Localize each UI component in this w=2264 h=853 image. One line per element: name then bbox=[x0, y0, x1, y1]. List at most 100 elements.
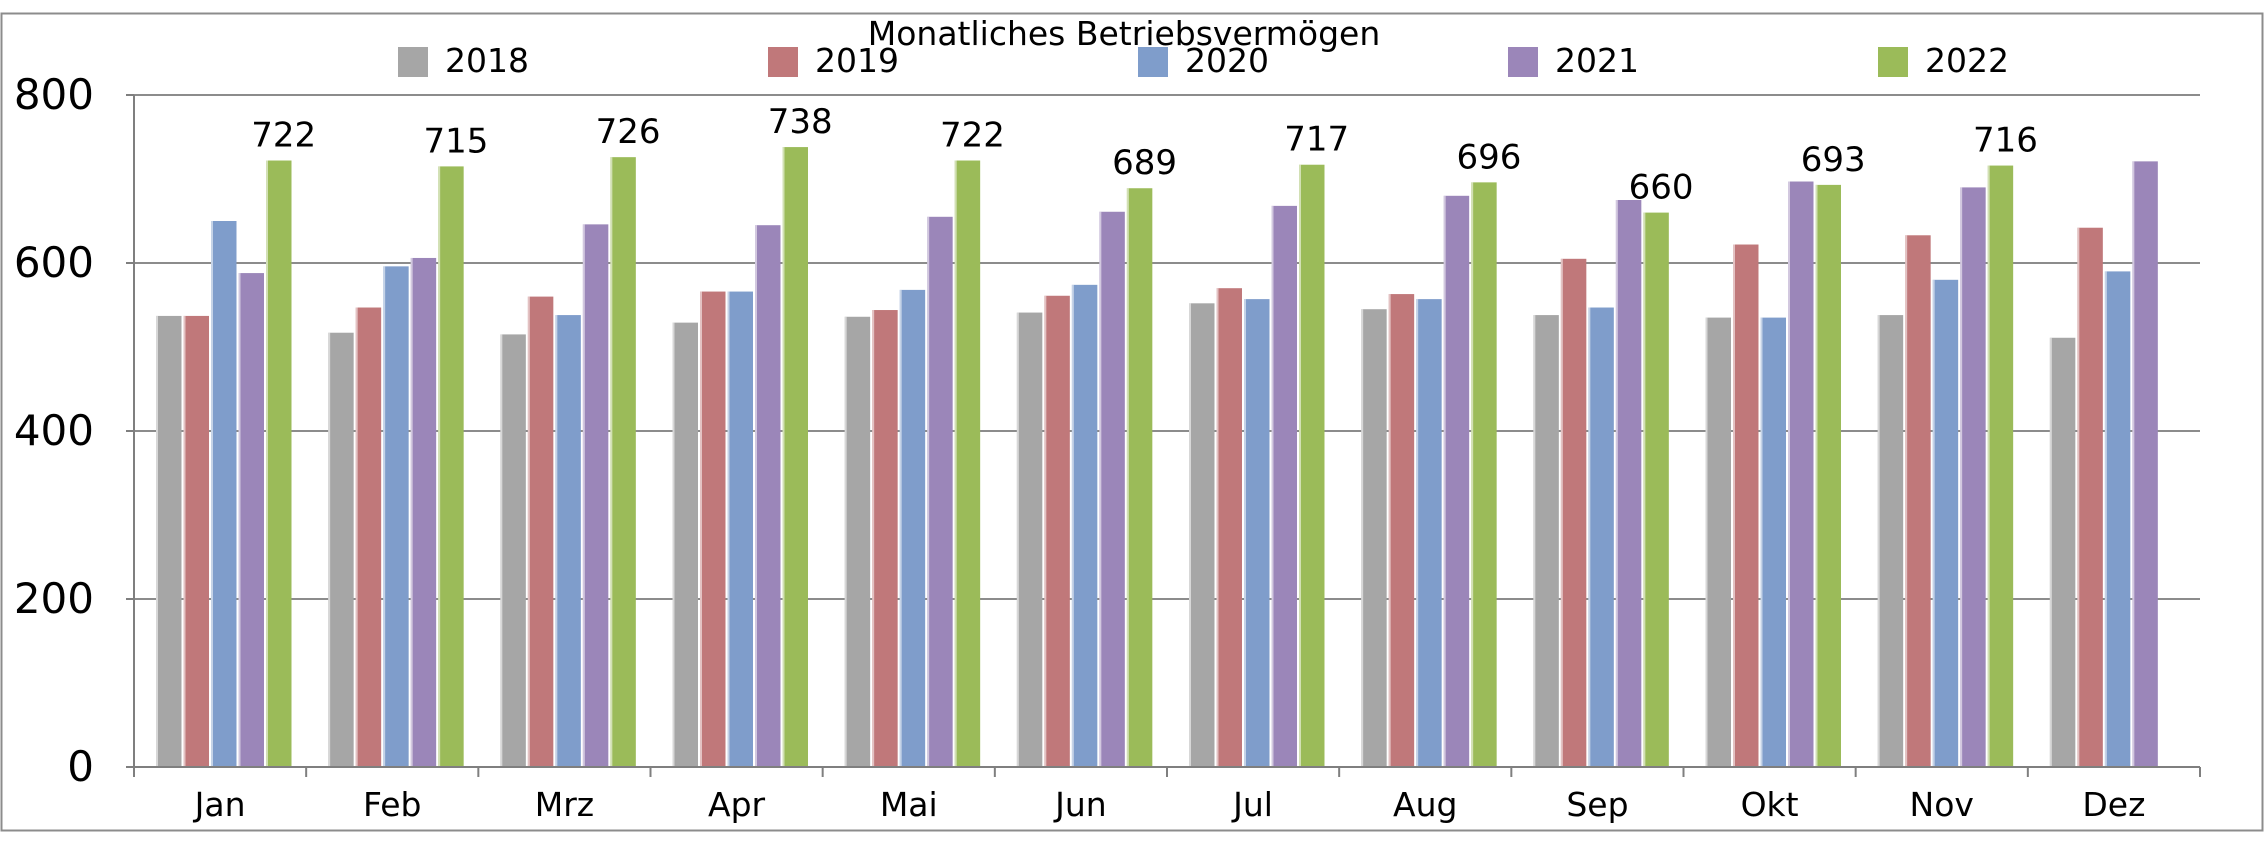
bar-highlight bbox=[782, 147, 785, 767]
bar-highlight bbox=[1960, 187, 1963, 767]
bar-2022-Sep bbox=[1643, 212, 1669, 768]
bar-highlight bbox=[238, 273, 241, 767]
bar-highlight bbox=[1016, 312, 1019, 767]
bar-highlight bbox=[1216, 288, 1219, 767]
bar-2018-Jul bbox=[1189, 303, 1215, 767]
bars bbox=[156, 147, 2158, 768]
legend-label-2019: 2019 bbox=[815, 41, 899, 80]
bar-highlight bbox=[500, 334, 503, 767]
bar-highlight bbox=[1443, 195, 1446, 768]
bar-highlight bbox=[156, 315, 158, 767]
bar-highlight bbox=[1189, 303, 1191, 767]
bar-2021-Jun bbox=[1099, 211, 1125, 767]
legend-swatch-2021 bbox=[1508, 47, 1538, 77]
legend-label-2021: 2021 bbox=[1555, 41, 1639, 80]
legend: 2018 2019 2020 2021 2022 bbox=[398, 41, 2009, 80]
data-label-Jun: 689 bbox=[1112, 143, 1177, 183]
bar-highlight bbox=[2049, 337, 2052, 767]
bar-highlight bbox=[2077, 227, 2080, 768]
bar-2018-Mai bbox=[844, 316, 871, 767]
bar-highlight bbox=[1643, 212, 1646, 768]
x-tick-label: Feb bbox=[363, 785, 421, 824]
x-tick-label: Jun bbox=[1053, 785, 1107, 824]
legend-label-2020: 2020 bbox=[1185, 41, 1269, 80]
bar-2021-Nov bbox=[1960, 187, 1986, 767]
bar-2020-Nov bbox=[1932, 279, 1959, 767]
bar-2019-Aug bbox=[1388, 294, 1415, 767]
bar-highlight bbox=[410, 257, 413, 767]
bar-highlight bbox=[872, 310, 875, 767]
bar-highlight bbox=[672, 322, 675, 767]
bar-2021-Mai bbox=[927, 216, 953, 768]
bar-2022-Okt bbox=[1815, 184, 1841, 767]
bar-highlight bbox=[355, 307, 358, 767]
bar-2021-Okt bbox=[1788, 181, 1814, 767]
bar-2018-Okt bbox=[1705, 317, 1731, 767]
bar-2018-Jan bbox=[156, 315, 182, 767]
bar-highlight bbox=[1705, 317, 1708, 767]
x-tick-label: Apr bbox=[708, 785, 766, 824]
x-tick-label: Sep bbox=[1566, 785, 1628, 824]
bar-highlight bbox=[727, 291, 730, 767]
legend-swatch-2020 bbox=[1138, 47, 1168, 77]
x-tick-label: Mrz bbox=[535, 785, 594, 824]
bar-highlight bbox=[1044, 295, 1047, 767]
bar-2022-Jul bbox=[1299, 164, 1325, 768]
bar-2020-Okt bbox=[1760, 317, 1786, 767]
bar-2020-Jul bbox=[1244, 299, 1270, 767]
bar-2022-Mrz bbox=[610, 157, 636, 767]
bar-2020-Jan bbox=[211, 221, 237, 767]
bar-2019-Jul bbox=[1216, 288, 1242, 767]
bar-2020-Feb bbox=[383, 266, 409, 767]
bar-highlight bbox=[527, 296, 530, 767]
bar-2018-Mrz bbox=[500, 334, 526, 767]
bar-2021-Jul bbox=[1271, 205, 1297, 767]
x-tick-label: Jul bbox=[1231, 785, 1273, 824]
bar-highlight bbox=[1560, 258, 1563, 767]
data-label-Jan: 722 bbox=[251, 116, 316, 156]
axes: 0 200 400 600 800 Jan Feb Mrz Apr Mai Jun Jul Aug Sep… bbox=[14, 70, 2201, 824]
data-label-Apr: 738 bbox=[768, 102, 833, 142]
bar-highlight bbox=[1615, 200, 1618, 767]
bar-2021-Apr bbox=[755, 225, 781, 767]
bar-highlight bbox=[700, 291, 702, 767]
y-tick-label: 400 bbox=[14, 406, 94, 455]
bar-2020-Aug bbox=[1416, 299, 1442, 767]
bar-highlight bbox=[1388, 294, 1391, 767]
data-label-Feb: 715 bbox=[423, 121, 488, 161]
bar-2022-Apr bbox=[782, 147, 808, 767]
x-tick-label: Aug bbox=[1393, 785, 1457, 824]
bar-highlight bbox=[1099, 211, 1102, 767]
y-tick-label: 600 bbox=[14, 238, 94, 287]
bar-highlight bbox=[755, 225, 757, 767]
bar-2019-Jan bbox=[183, 315, 209, 767]
bar-2019-Dez bbox=[2077, 227, 2103, 768]
data-label-Okt: 693 bbox=[1801, 140, 1866, 180]
bar-highlight bbox=[438, 166, 441, 767]
bar-highlight bbox=[555, 315, 558, 767]
bar-2018-Apr bbox=[672, 322, 698, 767]
chart-title: Monatliches Betriebsvermögen bbox=[868, 14, 1381, 53]
bar-highlight bbox=[183, 315, 186, 767]
legend-label-2018: 2018 bbox=[445, 41, 529, 80]
bar-highlight bbox=[383, 266, 386, 767]
bar-highlight bbox=[1361, 309, 1364, 767]
bar-2018-Aug bbox=[1361, 309, 1387, 767]
bar-highlight bbox=[1071, 284, 1074, 767]
bar-2018-Sep bbox=[1533, 315, 1559, 767]
data-label-Mai: 722 bbox=[940, 116, 1005, 156]
bar-highlight bbox=[1987, 165, 1990, 767]
bar-2022-Jan bbox=[266, 160, 292, 767]
legend-label-2022: 2022 bbox=[1925, 41, 2009, 80]
bar-2022-Aug bbox=[1471, 182, 1497, 768]
bar-2021-Sep bbox=[1615, 200, 1642, 767]
bar-highlight bbox=[1877, 315, 1880, 767]
data-label-Nov: 716 bbox=[1973, 121, 2038, 161]
bar-2021-Mrz bbox=[582, 224, 609, 768]
bar-highlight bbox=[1126, 188, 1129, 768]
bar-2022-Mai bbox=[954, 160, 981, 767]
bar-2020-Mrz bbox=[555, 315, 581, 767]
x-tick-label: Nov bbox=[1910, 785, 1974, 824]
bar-2022-Feb bbox=[438, 166, 464, 767]
